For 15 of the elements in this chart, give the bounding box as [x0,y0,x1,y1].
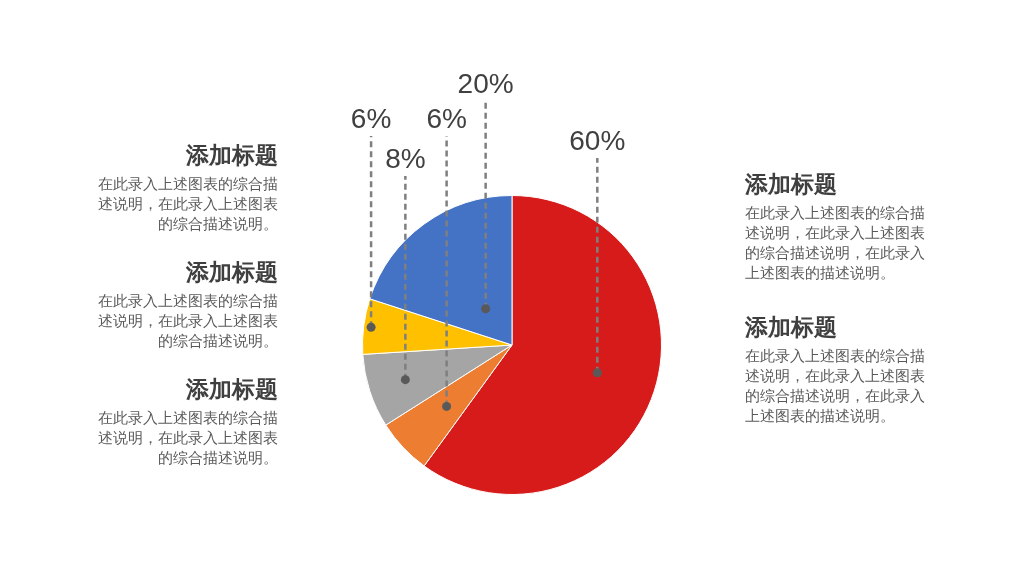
data-label: 8% [385,143,426,174]
text: 在此录入上述图表的综合描述说明，在此录入上述图表的综合描述说明，在此录入上述图表的描述说明。 [745,203,926,283]
text: 添加标题 [185,258,278,287]
text: 在此录入上述图表的综合描述说明，在此录入上述图表的综合描述说明，在此录入上述图表的描述说明。 [745,346,926,426]
text: 添加标题 [185,141,278,170]
data-label: 6% [426,103,467,134]
text: 添加标题 [745,313,838,342]
data-label: 20% [457,68,514,99]
text: 添加标题 [185,375,278,404]
text: 在此录入上述图表的综合描述说明，在此录入上述图表的综合描述说明。 [97,174,278,234]
data-label: 60% [569,125,626,156]
text: 在此录入上述图表的综合描述说明，在此录入上述图表的综合描述说明。 [97,291,278,351]
data-label: 6% [350,103,392,134]
text: 添加标题 [745,170,838,199]
text: 在此录入上述图表的综合描述说明，在此录入上述图表的综合描述说明。 [97,408,278,468]
